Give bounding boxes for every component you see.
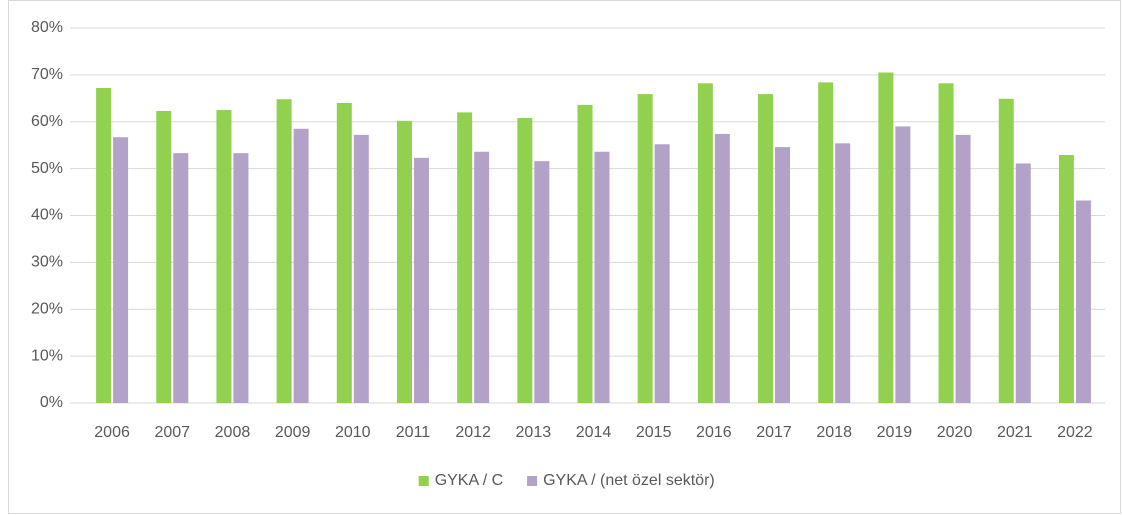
x-tick-label: 2019 <box>877 424 913 441</box>
x-tick-label: 2016 <box>696 424 732 441</box>
x-tick-label: 2015 <box>636 424 672 441</box>
bar <box>938 83 954 403</box>
bar <box>156 110 172 403</box>
bar <box>577 104 593 403</box>
bar <box>353 134 369 403</box>
bar <box>457 112 473 403</box>
bar <box>293 128 309 403</box>
bar <box>1075 200 1091 403</box>
bar <box>835 143 851 403</box>
bar <box>955 134 971 403</box>
y-tick-label: 0% <box>40 394 63 411</box>
x-tick-label: 2017 <box>756 424 792 441</box>
bar <box>1058 155 1074 403</box>
x-tick-label: 2007 <box>154 424 190 441</box>
x-tick-label: 2009 <box>275 424 311 441</box>
y-tick-label: 60% <box>31 113 63 130</box>
y-tick-label: 40% <box>31 207 63 224</box>
bar <box>878 72 894 403</box>
x-tick-label: 2012 <box>455 424 491 441</box>
bar <box>1015 163 1031 403</box>
y-tick-label: 30% <box>31 254 63 271</box>
bar <box>654 144 670 403</box>
x-tick-label: 2010 <box>335 424 371 441</box>
x-tick-label: 2011 <box>396 424 431 441</box>
x-tick-label: 2020 <box>937 424 973 441</box>
x-tick-label: 2006 <box>94 424 130 441</box>
y-tick-label: 50% <box>31 160 63 177</box>
legend-swatch <box>527 476 538 486</box>
bar <box>413 157 429 403</box>
bar <box>113 137 129 403</box>
bar <box>216 110 232 403</box>
y-tick-label: 70% <box>31 66 63 83</box>
x-tick-label: 2013 <box>516 424 552 441</box>
y-tick-label: 20% <box>31 300 63 317</box>
legend-label: GYKA / C <box>435 472 503 489</box>
bar <box>96 88 112 403</box>
bar <box>758 94 774 403</box>
bar <box>697 83 713 403</box>
bar <box>594 151 610 403</box>
y-tick-label: 80% <box>31 19 63 36</box>
bar <box>233 153 249 403</box>
x-tick-label: 2018 <box>816 424 852 441</box>
bar <box>637 94 653 403</box>
chart-border <box>8 0 1121 514</box>
legend-swatch <box>418 476 429 486</box>
x-tick-label: 2008 <box>215 424 251 441</box>
x-tick-label: 2021 <box>997 424 1033 441</box>
bar <box>336 103 352 403</box>
bar <box>895 126 911 403</box>
x-tick-label: 2022 <box>1057 424 1093 441</box>
legend-label: GYKA / (net özel sektör) <box>543 472 715 489</box>
bar <box>474 151 490 403</box>
bar <box>775 147 791 403</box>
bar <box>534 161 550 403</box>
bar <box>276 99 292 403</box>
bar <box>998 98 1014 403</box>
bar <box>396 120 412 403</box>
bar <box>818 82 834 403</box>
bar <box>714 133 730 403</box>
y-tick-label: 10% <box>31 347 63 364</box>
bar <box>173 153 189 403</box>
bar <box>517 118 533 403</box>
x-tick-label: 2014 <box>576 424 612 441</box>
